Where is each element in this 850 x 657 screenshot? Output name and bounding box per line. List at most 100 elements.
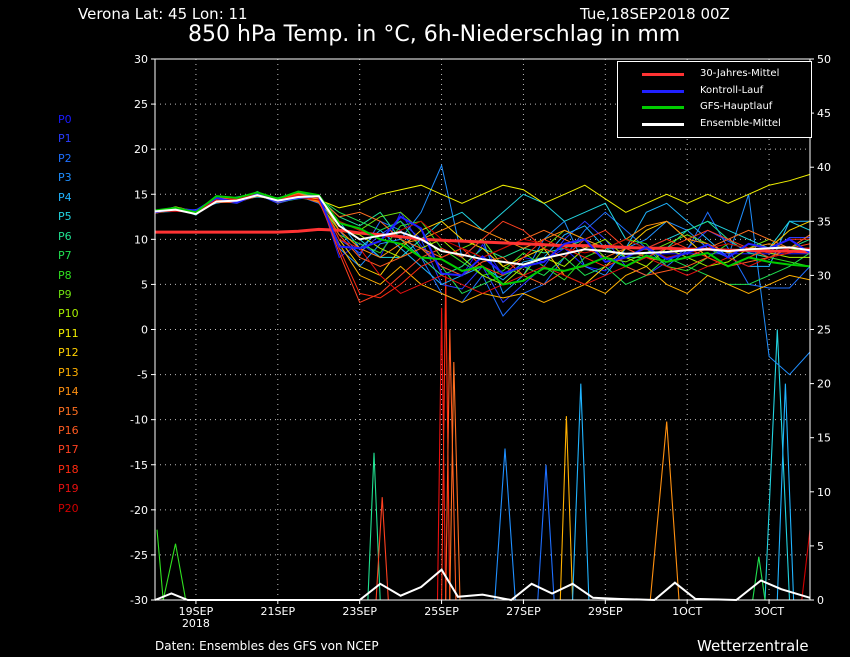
legend-swatch [642,73,684,76]
x-tick-label: 1OCT [672,605,702,618]
legend-entry: GFS-Hauptlauf [618,100,811,117]
member-label-p18: P18 [58,462,79,476]
y-left-tick-label: 0 [141,324,148,337]
legend-label: 30-Jahres-Mittel [700,68,780,79]
legend-entry: 30-Jahres-Mittel [618,67,811,84]
legend-label: Kontroll-Lauf [700,84,764,96]
precip-line-p8 [156,529,187,601]
y-right-tick-label: 15 [817,432,831,445]
precip-line-p19 [436,307,447,601]
member-label-p14: P14 [58,385,79,399]
plot-frame [154,58,811,601]
temp-line-p12 [154,191,811,285]
x-tick-label: 25SEP [424,605,459,618]
precip-line-p15 [449,361,461,601]
member-label-p12: P12 [58,346,79,360]
y-left-tick-label: 15 [134,188,148,201]
member-label-p10: P10 [58,307,79,321]
y-left-tick-label: -30 [130,594,148,607]
legend-entry: Ensemble-Mittel [618,117,811,134]
member-label-p13: P13 [58,365,79,379]
legend-box: 30-Jahres-Mittel Kontroll-Lauf GFS-Hauptla… [617,61,812,138]
member-label-p3: P3 [58,171,72,185]
precip-line-p17 [375,497,389,601]
member-label-p15: P15 [58,404,79,418]
grid [155,59,810,600]
precip-line-p14 [649,421,680,601]
legend-entry: Kontroll-Lauf [618,84,811,101]
y-right-tick-label: 30 [817,269,831,282]
x-tick-label: 29SEP [588,605,623,618]
member-label-p4: P4 [58,190,72,204]
x-tick-label: 27SEP [506,605,541,618]
temp-line-p0 [154,193,810,277]
member-label-p9: P9 [58,287,72,301]
precip-line-p18 [441,275,451,601]
y-left-tick-label: -20 [130,504,148,517]
legend-swatch [642,89,684,93]
y-left-tick-label: 25 [134,98,148,111]
y-left-tick-label: -5 [137,369,148,382]
precip-line-p3 [494,448,516,601]
member-label-p17: P17 [58,443,79,457]
legend-label: GFS-Hauptlauf [700,101,773,112]
precipitation-series [154,275,811,602]
series-gfs-hauptlauf [154,190,811,286]
y-left-tick-label: 20 [134,143,148,156]
y-left-tick-label: 10 [134,233,148,246]
x-tick-label: 21SEP [261,605,296,618]
member-label-p20: P20 [58,501,79,515]
main-temperature-series [154,190,811,286]
y-left-tick-label: -15 [130,459,148,472]
member-label-p0: P0 [58,113,72,126]
member-label-p5: P5 [58,210,72,224]
brand-label: Wetterzentrale [697,637,809,655]
y-right-tick-label: 0 [817,594,824,607]
member-label-p6: P6 [58,229,72,243]
series-kontroll-lauf [154,193,811,277]
y-right-tick-label: 35 [817,215,831,228]
member-label-p16: P16 [58,424,79,437]
y-left-tick-label: 5 [141,278,148,291]
axis-ticks: 302520151050-5-10-15-20-25-3050454035302… [130,53,831,630]
y-right-tick-label: 25 [817,324,831,337]
temp-line-p4 [154,191,810,285]
y-left-tick-label: -25 [130,549,148,562]
precip-ensemble-mean-line [154,568,811,602]
y-right-tick-label: 10 [817,486,831,499]
temp-line-p9 [154,192,811,277]
precip-line-p4 [572,383,590,601]
precip-line-p13 [559,416,574,601]
member-label-p1: P1 [58,132,72,146]
run-date-label: Tue,18SEP2018 00Z [580,5,730,23]
y-left-tick-label: -10 [130,414,148,427]
x-tick-label: 23SEP [342,605,377,618]
x-tick-label: 19SEP [179,605,214,618]
y-right-tick-label: 40 [817,161,831,174]
precip-line-p2 [537,464,555,601]
precip-line-p4 [776,383,795,601]
x-tick-label: 3OCT [754,605,784,618]
y-left-tick-label: 30 [134,53,148,66]
x-tick-sublabel: 2018 [182,617,210,630]
y-right-tick-label: 45 [817,107,831,120]
member-label-p19: P19 [58,482,79,496]
location-label: Verona Lat: 45 Lon: 11 [78,5,248,23]
member-label-p7: P7 [58,249,72,263]
precip-line-p5 [764,329,791,601]
legend-swatch [642,122,684,126]
precip-line-p20 [801,529,811,601]
legend-swatch [642,106,684,109]
y-right-tick-label: 20 [817,378,831,391]
precip-line-p16 [445,329,457,601]
ensemble-member-list: P0 P1 P2 P3 P4 P5 P6 P7 P8 P9 P10 P11 P12 P13 P14 P15 P1… [58,110,79,518]
precip-line-p6 [367,452,381,601]
member-label-p11: P11 [58,326,79,340]
series-ensemble-mittel [154,194,811,266]
member-label-p2: P2 [58,151,72,165]
legend-label: Ensemble-Mittel [700,117,781,129]
temp-line-p15 [154,192,811,263]
y-right-tick-label: 50 [817,53,831,66]
chart-title: 850 hPa Temp. in °C, 6h-Niederschlag in … [188,22,681,47]
